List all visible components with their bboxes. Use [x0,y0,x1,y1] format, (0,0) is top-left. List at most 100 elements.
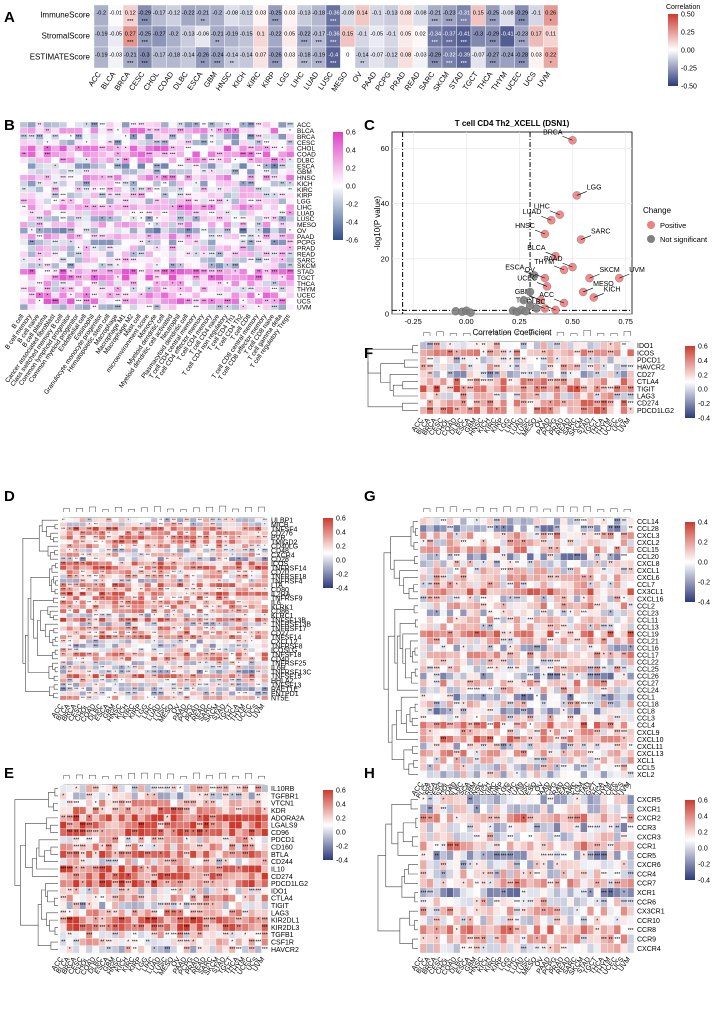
significance-mark: *** [170,246,176,251]
heatmap-cell [184,286,193,293]
significance-mark: ** [68,889,72,895]
heatmap-cell [207,292,216,299]
heatmap-cell [254,578,262,584]
heatmap-cell [241,916,249,924]
heatmap-cell [74,139,83,146]
heatmap-cell [163,591,171,597]
heatmap-cell [170,587,178,592]
heatmap-cell [58,162,68,170]
significance-mark: ** [280,181,284,186]
significance-mark: *** [461,40,468,46]
heatmap-cell [98,850,106,859]
heatmap-cell [248,591,256,597]
heatmap-cell [66,298,75,305]
significance-mark: ** [116,293,120,298]
heatmap-cell [85,806,93,815]
significance-mark: * [281,275,283,280]
significance-mark: *** [204,683,209,687]
cell-value-label: -0.13 [298,10,311,16]
significance-mark: *** [177,918,183,924]
point-label: SKCM [600,267,620,274]
heatmap-cell [124,682,132,688]
heatmap-cell [261,647,269,653]
significance-mark: *** [133,544,138,548]
legend-tick: 0.00 [681,48,695,55]
significance-mark: * [289,210,291,215]
heatmap-cell [144,784,152,793]
heatmap-cell [144,872,152,881]
heatmap-cell [74,198,83,205]
heatmap-cell [59,887,67,895]
heatmap-cell [66,192,75,199]
heatmap-cell [105,274,115,281]
heatmap-cell [192,292,201,299]
heatmap-cell [228,578,236,584]
heatmap-cell [19,145,28,152]
heatmap-cell [144,894,152,903]
significance-mark: *** [287,240,293,245]
heatmap-cell [129,198,138,205]
heatmap-cell [176,643,184,649]
heatmap-cell [286,286,295,293]
heatmap-cell [248,930,256,939]
significance-mark: ** [249,240,253,245]
heatmap-cell [124,522,132,527]
x-tick-label: 0.50 [565,317,580,326]
heatmap-cell [196,695,204,701]
significance-mark: * [179,910,181,916]
significance-mark: *** [243,574,248,578]
heatmap-cell [79,909,87,917]
heatmap-cell [235,548,243,553]
heatmap-cell [222,621,230,627]
heatmap-cell [113,227,122,234]
heatmap-cell [270,121,279,129]
heatmap-cell [222,673,230,679]
significance-mark: *** [76,134,82,139]
heatmap-cell [176,835,184,844]
heatmap-cell [254,591,262,597]
heatmap-cell [90,221,99,228]
significance-mark: *** [197,786,203,792]
heatmap-cell [261,695,269,701]
heatmap-cell [189,626,197,631]
panel-label-h: H [364,765,375,782]
heatmap-cell [176,539,184,545]
significance-mark: *** [87,574,92,578]
heatmap-cell [144,617,152,623]
heatmap-cell [85,634,93,640]
heatmap-cell [124,565,132,571]
cell-value-label: -0.29 [428,52,441,58]
cell-value-label: 0.05 [400,31,411,37]
heatmap-cell [82,268,91,275]
significance-mark: ** [165,881,169,887]
heatmap-cell [246,192,256,199]
heatmap-cell [248,806,256,815]
heatmap-cell [74,239,83,246]
heatmap-cell [215,209,224,217]
heatmap-cell [189,530,197,536]
heatmap-cell [163,894,171,903]
heatmap-cell [248,561,256,566]
cell-value-label: -0.12 [167,10,180,16]
heatmap-cell [262,239,271,246]
significance-mark: ** [224,786,228,792]
significance-mark: *** [193,269,199,274]
heatmap-cell [105,887,113,895]
heatmap-cell [121,186,130,193]
significance-mark: * [211,263,213,268]
heatmap-cell [43,233,52,240]
heatmap-cell [241,814,249,822]
significance-mark: *** [67,867,73,873]
heatmap-cell [261,643,269,649]
significance-mark: ** [202,169,206,174]
significance-mark: ** [163,181,167,186]
panel-label-b: B [4,117,15,134]
significance-mark: *** [248,234,254,239]
heatmap-cell [124,656,132,662]
significance-mark: *** [113,548,118,552]
heatmap-cell [113,198,122,205]
dendrogram-branch [50,824,58,833]
heatmap-cell [79,799,87,808]
heatmap-cell [74,180,83,187]
significance-mark: * [180,293,182,298]
